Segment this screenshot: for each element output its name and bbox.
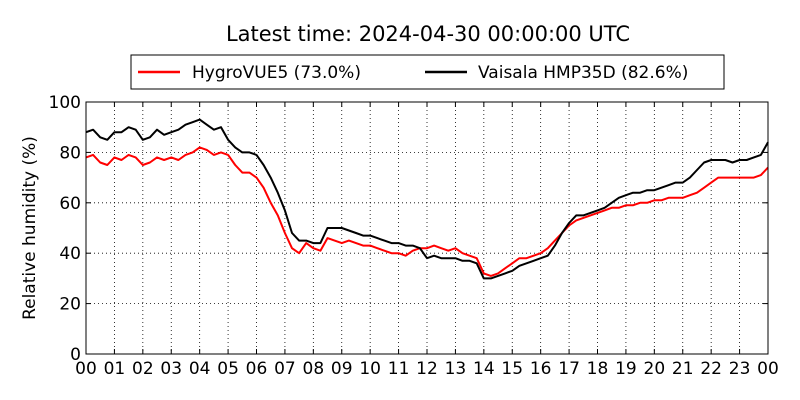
x-tick-label: 01 (104, 359, 126, 379)
x-tick-label: 05 (217, 359, 239, 379)
x-tick-label: 23 (729, 359, 751, 379)
series-lines (85, 118, 769, 280)
grid (86, 102, 768, 354)
x-tick-label: 16 (530, 359, 552, 379)
x-tick-label: 15 (501, 359, 523, 379)
x-tick-label: 13 (445, 359, 467, 379)
series-line-hygrovue5 (85, 146, 769, 277)
legend-label-hygrovue5: HygroVUE5 (73.0%) (192, 63, 361, 83)
x-tick-label: 08 (303, 359, 325, 379)
x-tick-label: 20 (644, 359, 666, 379)
x-tick-label: 03 (160, 359, 182, 379)
axis-ticks (85, 101, 769, 355)
x-tick-label: 06 (246, 359, 268, 379)
x-tick-label: 00 (75, 359, 97, 379)
y-tick-label: 0 (70, 345, 81, 365)
x-tick-label: 07 (274, 359, 296, 379)
plot-frame (85, 101, 769, 355)
y-axis-label: Relative humidity (%) (20, 136, 40, 320)
legend: HygroVUE5 (73.0%) Vaisala HMP35D (82.6%) (130, 54, 725, 90)
y-tick-labels: 0 20 40 60 80 100 (49, 93, 81, 365)
x-tick-labels: 00 01 02 03 04 05 06 07 08 09 10 11 12 13 14 15 16 17 18 19… (75, 359, 779, 379)
x-tick-label: 10 (359, 359, 381, 379)
y-tick-label: 100 (49, 93, 81, 113)
x-tick-label: 04 (189, 359, 211, 379)
y-tick-label: 20 (59, 295, 81, 315)
y-tick-label: 80 (59, 143, 81, 163)
y-tick-label: 40 (59, 244, 81, 264)
x-tick-label: 14 (473, 359, 495, 379)
x-tick-label: 22 (700, 359, 722, 379)
series-line-vaisala-hmp35d (85, 118, 769, 280)
x-tick-label: 11 (388, 359, 410, 379)
x-tick-label: 00 (757, 359, 779, 379)
x-tick-label: 12 (416, 359, 438, 379)
legend-label-vaisala-hmp35d: Vaisala HMP35D (82.6%) (478, 63, 688, 83)
x-tick-label: 19 (615, 359, 637, 379)
y-tick-label: 60 (59, 194, 81, 214)
chart-title: Latest time: 2024-04-30 00:00:00 UTC (226, 22, 630, 46)
x-tick-label: 02 (132, 359, 154, 379)
x-tick-label: 17 (558, 359, 580, 379)
x-tick-label: 18 (587, 359, 609, 379)
x-tick-label: 21 (672, 359, 694, 379)
x-tick-label: 09 (331, 359, 353, 379)
